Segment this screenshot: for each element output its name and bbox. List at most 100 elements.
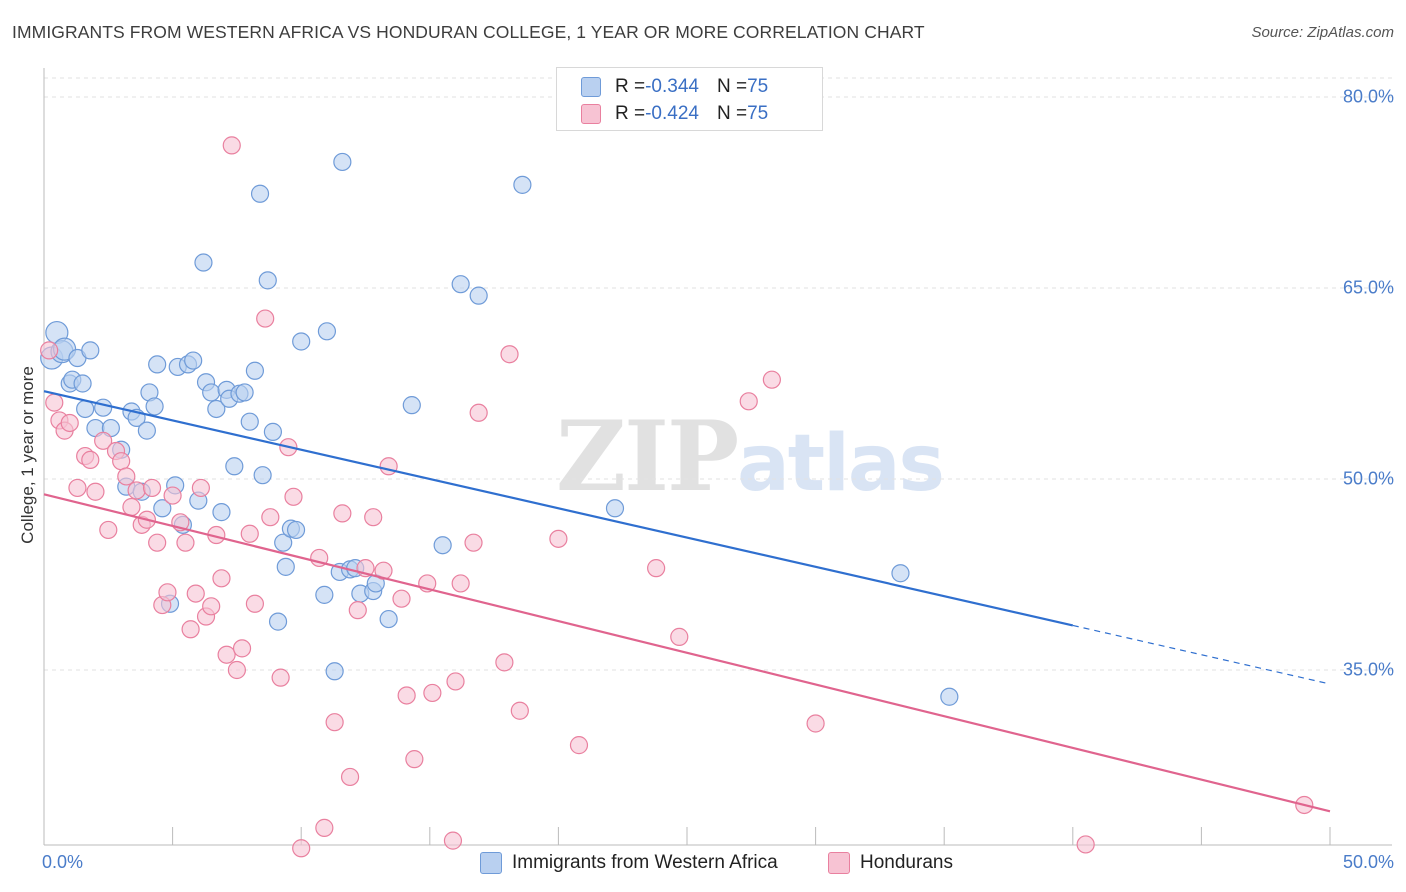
- r-value: -0.424: [645, 103, 699, 124]
- legend-item-hondurans[interactable]: Hondurans: [828, 852, 953, 874]
- y-tick-label-50: 50.0%: [1342, 468, 1394, 489]
- legend-swatch-blue: [480, 852, 502, 874]
- point-pink: [222, 136, 241, 155]
- point-pink: [232, 639, 252, 658]
- point-pink: [397, 686, 416, 705]
- point-pink: [762, 370, 781, 389]
- point-blue: [317, 322, 337, 341]
- point-blue: [202, 383, 221, 402]
- point-pink: [227, 660, 246, 680]
- point-pink: [495, 653, 514, 672]
- point-pink: [469, 403, 488, 422]
- point-blue: [268, 612, 288, 631]
- point-pink: [446, 672, 465, 691]
- point-pink: [94, 431, 113, 450]
- point-pink: [739, 392, 758, 411]
- point-pink: [142, 478, 162, 498]
- point-blue: [253, 466, 272, 485]
- point-blue: [235, 383, 254, 402]
- point-pink: [806, 714, 825, 733]
- point-blue: [258, 271, 277, 290]
- point-blue: [137, 421, 156, 440]
- point-pink: [176, 533, 195, 552]
- point-blue: [145, 397, 164, 416]
- point-blue: [292, 332, 311, 351]
- point-blue: [940, 687, 959, 706]
- point-blue: [276, 557, 295, 576]
- chart-title: IMMIGRANTS FROM WESTERN AFRICA VS HONDUR…: [12, 22, 925, 42]
- point-blue: [513, 175, 532, 194]
- point-pink: [181, 620, 200, 639]
- point-blue: [263, 422, 283, 441]
- point-pink: [245, 594, 265, 613]
- n-label: N =: [716, 76, 748, 97]
- point-pink: [1076, 835, 1095, 854]
- point-pink: [68, 478, 87, 498]
- legend-label-western-africa: Immigrants from Western Africa: [512, 852, 778, 873]
- n-label: N =: [716, 103, 748, 124]
- point-pink: [510, 701, 529, 720]
- legend-row-pink: R = -0.424 N = 75: [581, 102, 768, 126]
- x-tick-label-max: 50.0%: [1342, 852, 1394, 872]
- point-blue: [250, 184, 270, 203]
- point-blue: [153, 499, 172, 518]
- point-pink: [99, 520, 118, 540]
- point-pink: [212, 569, 231, 588]
- n-value: 75: [747, 76, 769, 97]
- point-blue: [333, 152, 352, 172]
- n-value: 75: [747, 103, 769, 124]
- point-blue: [325, 662, 344, 681]
- watermark-zip: ZIP: [556, 400, 739, 513]
- point-pink: [379, 457, 398, 476]
- point-pink: [163, 486, 182, 505]
- point-pink: [292, 839, 311, 858]
- point-pink: [81, 450, 100, 469]
- point-pink: [217, 645, 236, 664]
- point-blue: [451, 275, 470, 294]
- point-pink: [158, 583, 177, 602]
- point-pink: [333, 504, 352, 523]
- point-pink: [325, 713, 344, 732]
- point-pink: [261, 508, 280, 527]
- point-blue: [891, 564, 910, 583]
- point-pink: [45, 393, 64, 412]
- point-blue: [184, 351, 203, 370]
- r-label: R =: [615, 76, 646, 97]
- r-value: -0.344: [645, 76, 699, 97]
- point-blue: [240, 412, 259, 431]
- point-blue: [286, 520, 306, 540]
- point-pink: [569, 736, 589, 755]
- point-blue: [207, 399, 226, 419]
- point-pink: [117, 467, 136, 486]
- point-blue: [433, 536, 452, 555]
- point-pink: [186, 584, 205, 603]
- point-blue: [315, 585, 334, 604]
- point-pink: [240, 524, 259, 543]
- point-blue: [605, 499, 625, 518]
- point-blue: [81, 341, 100, 360]
- point-blue: [73, 374, 92, 393]
- watermark: ZIPatlas: [556, 400, 945, 513]
- series-legend: Immigrants from Western Africa Hondurans: [0, 852, 1406, 878]
- point-pink: [405, 750, 424, 769]
- point-pink: [647, 559, 666, 578]
- point-blue: [212, 503, 231, 522]
- point-blue: [94, 398, 113, 417]
- point-pink: [271, 668, 290, 687]
- point-pink: [392, 589, 411, 608]
- point-pink: [670, 627, 689, 646]
- legend-swatch-pink: [828, 852, 850, 874]
- point-blue: [76, 399, 95, 419]
- point-pink: [40, 341, 59, 360]
- legend-swatch-pink: [581, 104, 601, 124]
- point-blue: [379, 609, 398, 629]
- y-axis-label: College, 1 year or more: [18, 366, 37, 544]
- point-pink: [60, 413, 79, 433]
- point-blue: [245, 361, 265, 380]
- point-pink: [191, 478, 210, 498]
- point-pink: [148, 533, 167, 552]
- point-pink: [549, 529, 568, 548]
- r-label: R =: [615, 103, 646, 124]
- legend-item-western-africa[interactable]: Immigrants from Western Africa: [480, 852, 778, 874]
